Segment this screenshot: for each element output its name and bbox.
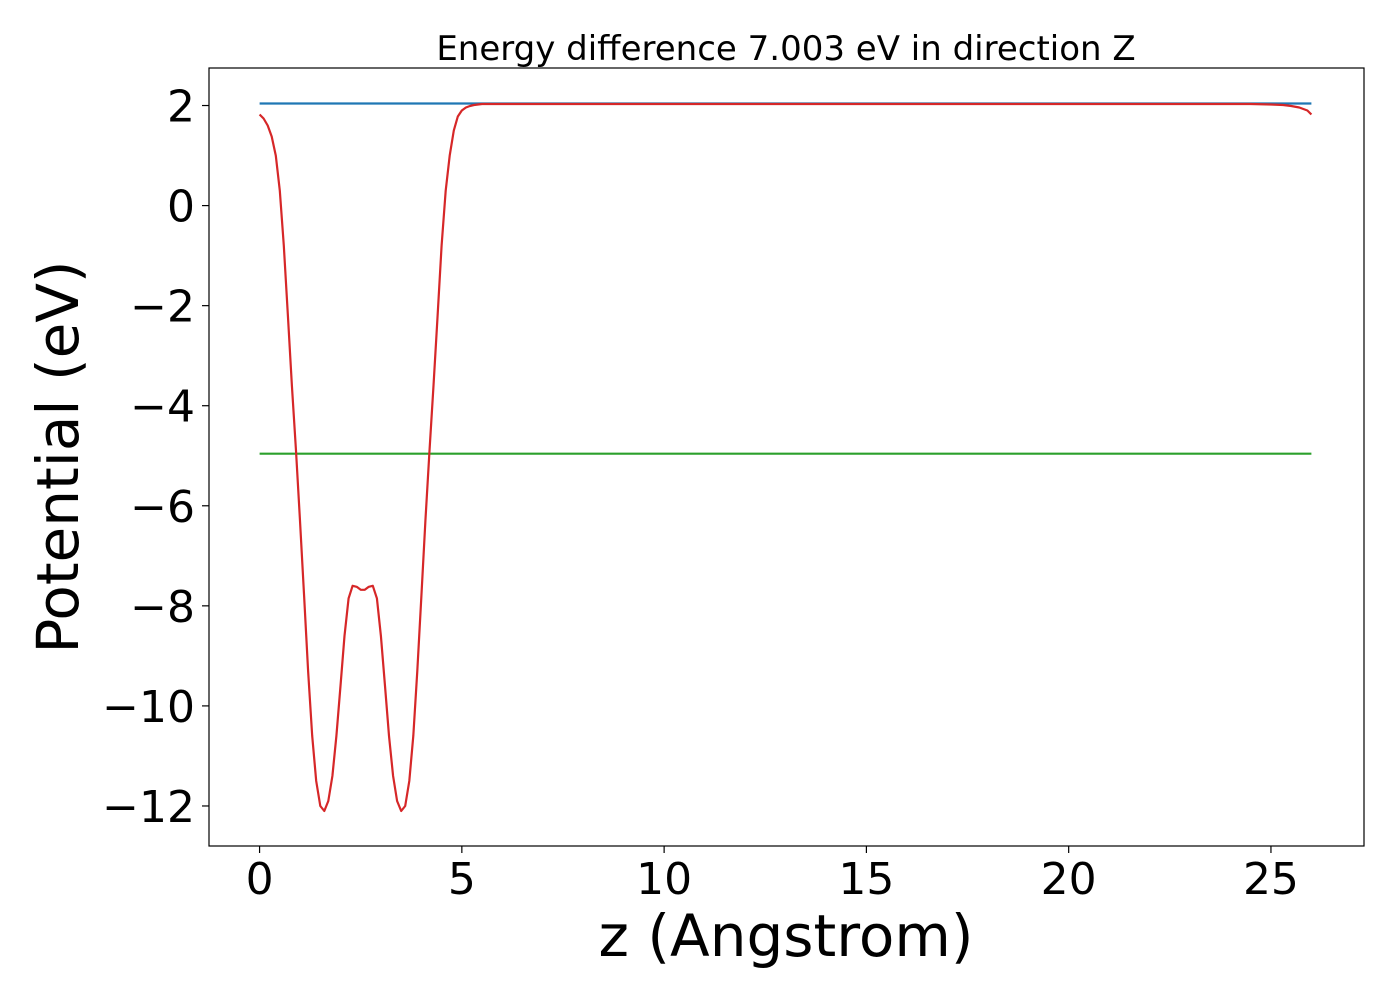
- y-tick-label: −6: [130, 482, 195, 533]
- chart-title: Energy difference 7.003 eV in direction …: [436, 29, 1135, 69]
- y-tick-label: 2: [167, 82, 195, 133]
- x-axis-ticks: 0 5 10 15 20 25: [246, 846, 1299, 905]
- x-tick-label: 10: [636, 854, 692, 905]
- y-axis-label: Potential (eV): [24, 260, 92, 653]
- x-axis-label: z (Angstrom): [599, 902, 974, 970]
- y-tick-label: −12: [102, 782, 195, 833]
- y-tick-label: −2: [130, 282, 195, 333]
- y-tick-label: 0: [167, 182, 195, 233]
- y-tick-label: −4: [130, 382, 195, 433]
- y-tick-label: −8: [130, 582, 195, 633]
- x-tick-label: 15: [838, 854, 894, 905]
- series-layer: [258, 102, 1313, 813]
- x-tick-label: 25: [1243, 854, 1299, 905]
- x-tick-label: 20: [1041, 854, 1097, 905]
- y-tick-label: −10: [102, 682, 195, 733]
- plot-frame: [208, 67, 1365, 847]
- x-tick-label: 5: [448, 854, 476, 905]
- series-line-2: [258, 102, 1313, 813]
- x-tick-label: 0: [246, 854, 274, 905]
- y-axis-ticks: 2 0 −2 −4 −6 −8 −10 −12: [102, 82, 209, 833]
